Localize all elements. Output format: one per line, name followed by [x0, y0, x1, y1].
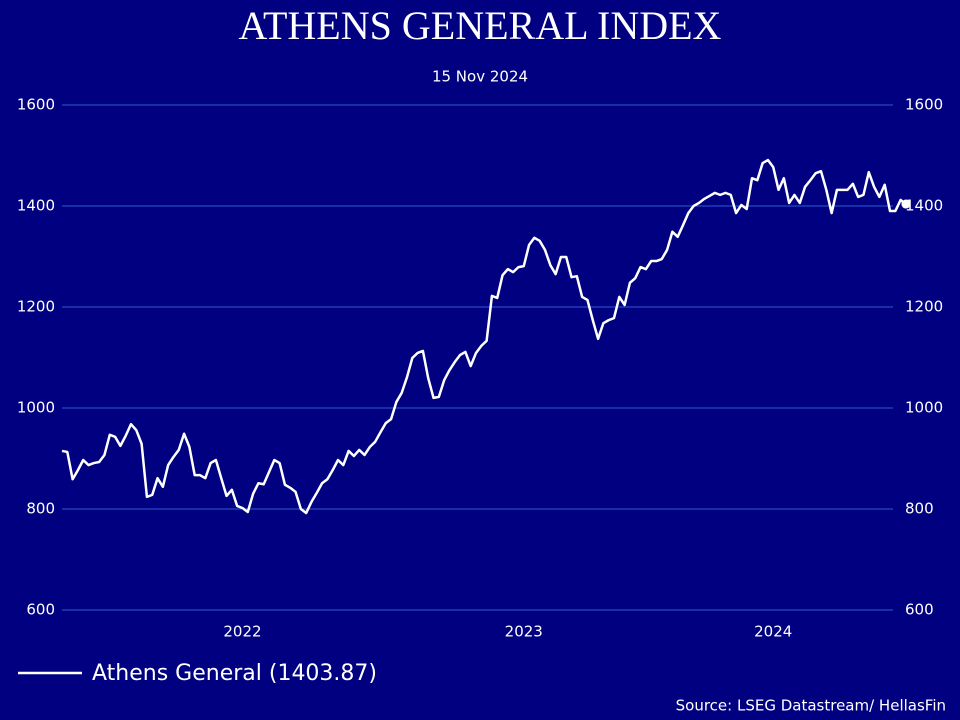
- source-note: Source: LSEG Datastream/ HellasFin: [676, 697, 946, 715]
- y-tick-label: 1400: [17, 197, 55, 215]
- chart-subtitle: 15 Nov 2024: [432, 68, 528, 86]
- y2-tick-label: 600: [905, 601, 934, 619]
- y-tick-label: 600: [26, 601, 55, 619]
- y2-tick-label: 1000: [905, 399, 943, 417]
- y2-tick-label: 1400: [905, 197, 943, 215]
- x-tick-label: 2023: [505, 623, 543, 641]
- chart-title: ATHENS GENERAL INDEX: [239, 3, 722, 48]
- y2-tick-label: 800: [905, 500, 934, 518]
- series-line: [61, 158, 907, 515]
- y2-tick-label: 1200: [905, 298, 943, 316]
- y-tick-label: 800: [26, 500, 55, 518]
- legend-label: Athens General (1403.87): [92, 661, 377, 686]
- x-tick-label: 2024: [754, 623, 792, 641]
- y-tick-label: 1200: [17, 298, 55, 316]
- y-tick-label: 1000: [17, 399, 55, 417]
- end-marker: [901, 199, 911, 209]
- y-tick-label: 1600: [17, 96, 55, 114]
- x-tick-label: 2022: [223, 623, 261, 641]
- y2-tick-label: 1600: [905, 96, 943, 114]
